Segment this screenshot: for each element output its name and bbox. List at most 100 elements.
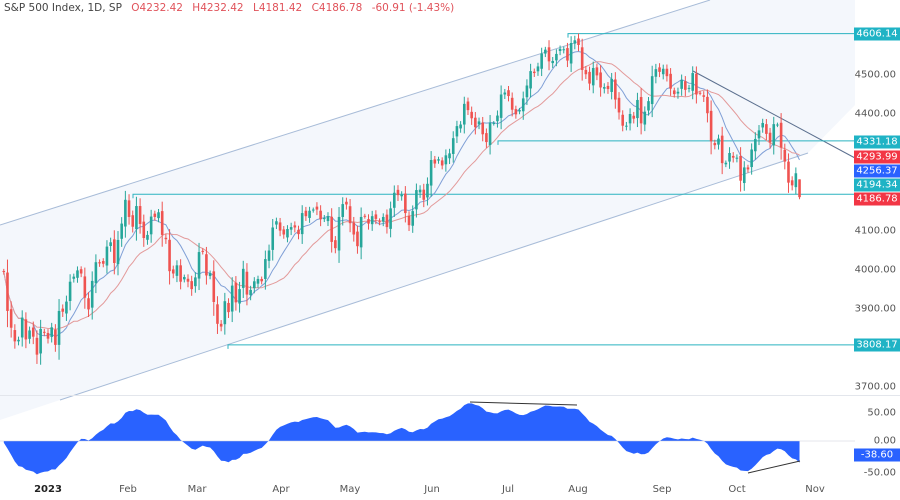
candle-body (496, 115, 499, 122)
candle-body (212, 271, 216, 302)
candle-body (249, 289, 252, 296)
horizontal-level-line (227, 344, 855, 349)
candle-body (566, 48, 569, 61)
time-axis-tick: Aug (568, 484, 588, 495)
candle-body (179, 265, 182, 282)
candle-body (488, 122, 492, 146)
candle-body (444, 155, 448, 165)
candle-body (101, 261, 105, 264)
candle-body (529, 71, 532, 89)
candle-body (466, 101, 470, 111)
candle-body (311, 209, 315, 211)
candle-body (614, 79, 617, 100)
candle-body (602, 87, 606, 89)
candle-body (326, 216, 330, 222)
candle-body (507, 90, 510, 97)
candle-body (577, 38, 580, 45)
price-label-level: 3808.17 (854, 338, 900, 352)
candle-body (481, 122, 485, 135)
candle-body (87, 298, 90, 310)
candle-body (636, 99, 639, 119)
candle-body (46, 332, 50, 339)
candle-body (518, 110, 521, 112)
candle-body (739, 155, 742, 181)
candle-body (389, 208, 392, 229)
candle-body (540, 53, 543, 69)
candle-body (514, 109, 518, 115)
candle-body (562, 49, 566, 51)
candle-body (197, 252, 201, 279)
price-label-level: 4606.14 (854, 27, 900, 41)
price-label-level: 4331.18 (854, 135, 900, 149)
candle-body (271, 227, 275, 250)
candle-body (381, 216, 385, 222)
candle-body (765, 124, 768, 134)
candle-body (297, 229, 300, 235)
candle-body (31, 327, 35, 337)
candle-body (647, 101, 650, 111)
oscillator-axis-tick: -50.00 (863, 467, 896, 479)
candle-body (223, 301, 227, 325)
candle-body (750, 149, 753, 168)
oscillator-axis-tick: 50.00 (867, 407, 896, 419)
candle-body (345, 201, 348, 205)
candle-body (643, 111, 647, 125)
candle-body (698, 92, 702, 94)
candle-body (691, 73, 694, 91)
candle-body (779, 122, 783, 148)
symbol-title[interactable]: S&P 500 Index, 1D, SP (4, 2, 122, 14)
candle-body (28, 330, 31, 339)
candle-body (153, 213, 157, 217)
candle-body (160, 211, 164, 235)
chart-legend: S&P 500 Index, 1D, SP O4232.42 H4232.42 … (4, 2, 454, 14)
candle-body (146, 234, 149, 240)
candle-body (772, 124, 776, 146)
time-axis-tick: Jul (501, 484, 515, 495)
time-axis-tick: Feb (119, 484, 137, 495)
candle-body (315, 206, 319, 210)
candle-body (378, 221, 381, 223)
candle-body (709, 110, 713, 142)
candle-body (127, 200, 131, 217)
candle-body (367, 219, 370, 224)
price-label-last: 4186.78 (854, 192, 900, 206)
candle-body (525, 85, 529, 98)
candle-body (455, 126, 459, 137)
candle-body (131, 215, 135, 227)
candle-body (400, 194, 403, 197)
candle-body (319, 210, 322, 220)
candle-body (267, 250, 271, 261)
candle-body (241, 268, 245, 288)
candle-body (503, 92, 507, 95)
price-label-ma_fast: 4256.37 (854, 164, 900, 178)
price-label-level: 4194.34 (854, 178, 900, 192)
candle-body (396, 189, 400, 196)
high-value: H4232.42 (192, 2, 244, 14)
candle-body (20, 317, 24, 338)
candle-body (289, 227, 293, 230)
candle-body (275, 221, 278, 225)
price-axis-tick: 4500.00 (854, 69, 896, 81)
candle-body (124, 199, 127, 227)
candle-body (798, 179, 801, 198)
candle-body (768, 132, 772, 143)
candle-body (684, 81, 687, 90)
candle-body (50, 327, 53, 337)
candle-body (661, 68, 665, 75)
candle-body (330, 216, 333, 242)
candle-body (731, 155, 735, 158)
candle-body (341, 204, 345, 217)
price-axis-tick: 4400.00 (854, 108, 896, 120)
candle-body (186, 278, 190, 282)
price-label-ma_slow: 4293.99 (854, 150, 900, 164)
candle-body (754, 138, 757, 152)
candle-body (720, 135, 724, 164)
candle-body (72, 276, 76, 279)
candle-body (422, 189, 426, 200)
candle-body (536, 66, 540, 72)
candle-body (499, 94, 503, 118)
candle-body (17, 339, 20, 342)
candle-body (208, 273, 212, 277)
candle-body (90, 280, 94, 308)
